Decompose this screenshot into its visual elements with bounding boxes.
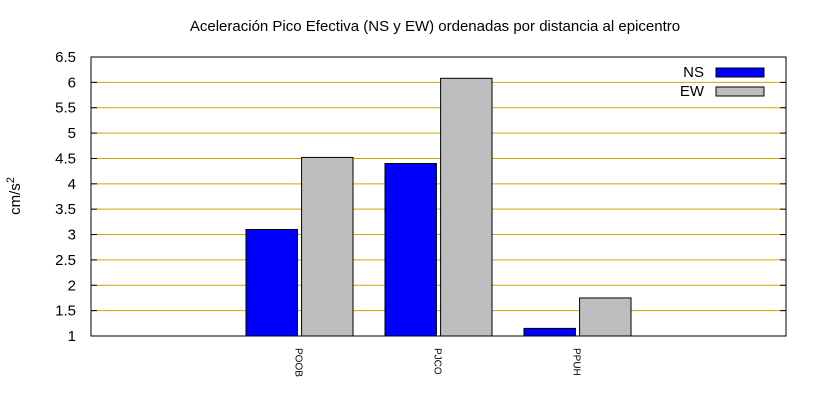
y-tick-label: 4 [68,176,76,193]
y-tick-label: 2 [68,277,76,294]
gridlines [91,81,786,312]
chart-title: Aceleración Pico Efectiva (NS y EW) orde… [190,18,680,35]
bar-ew-poob [301,156,354,337]
bar-ew-ppuh [579,297,632,337]
y-tick-label: 2.5 [55,252,76,269]
y-tick-label: 1 [68,328,76,345]
x-category-label: PPUH [571,348,582,376]
y-axis-label: cm/s2 [5,177,24,215]
y-tick-label: 5 [68,125,76,142]
y-axis-unit-exponent: 2 [5,177,17,183]
y-tick-label: 3 [68,227,76,244]
legend-label: EW [680,83,705,100]
bar-ns-pjco [384,163,437,337]
legend-swatch [715,86,765,97]
bars [245,77,632,337]
legend-swatch [715,67,765,78]
x-category-label: POOB [293,348,304,377]
x-category-label: PJCO [432,348,443,375]
x-axis-categories: POOB PJCO PPUH [293,348,582,377]
legend-label: NS [683,64,704,81]
y-tick-label: 1.5 [55,303,76,320]
y-axis-ticks: 1 1.5 2 2.5 3 3.5 4 4.5 5 5.5 6 6.5 [55,49,786,345]
y-tick-label: 5.5 [55,100,76,117]
plot-frame [90,56,787,337]
y-tick-label: 3.5 [55,201,76,218]
y-tick-label: 4.5 [55,150,76,167]
y-tick-label: 6 [68,74,76,91]
bar-ns-poob [245,228,298,337]
y-axis-unit: cm/s [7,183,24,215]
bar-ns-ppuh [523,327,576,337]
bar-ew-pjco [440,77,493,337]
legend: NS EW [680,64,765,100]
y-tick-label: 6.5 [55,49,76,66]
